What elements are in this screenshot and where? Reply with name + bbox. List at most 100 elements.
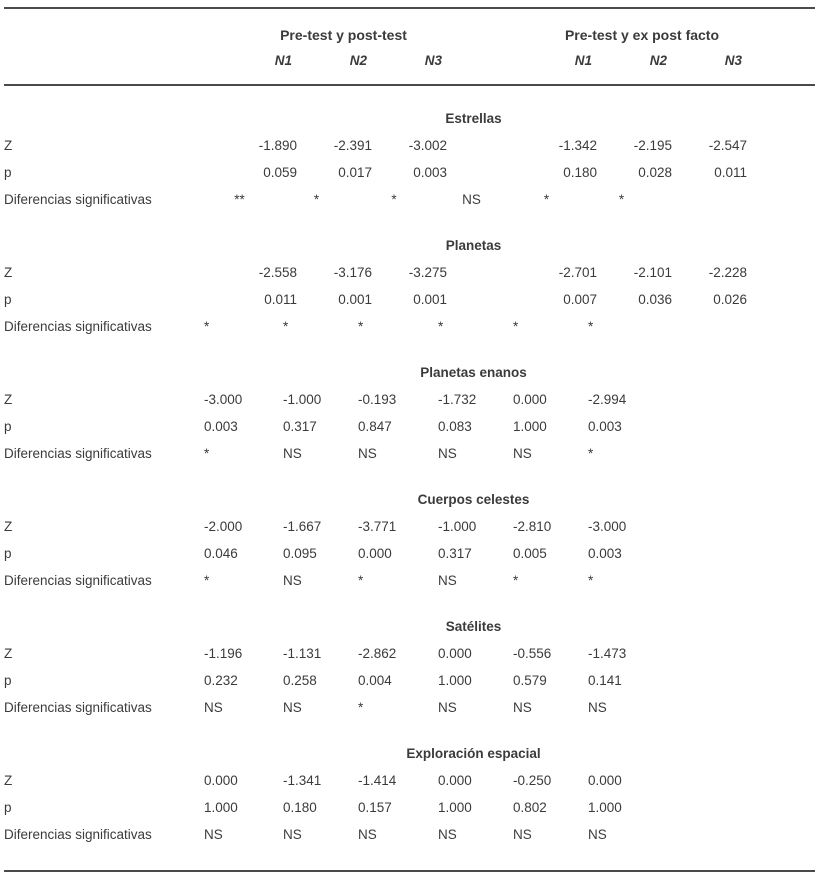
p-value: 0.003 <box>413 165 447 180</box>
z-value: -3.000 <box>588 519 627 534</box>
row-label: Z <box>4 519 13 534</box>
header-spacer <box>4 22 200 48</box>
significance-value: * <box>588 446 594 461</box>
p-value: 0.579 <box>513 673 547 688</box>
header-spacer <box>4 48 200 74</box>
significance-value: NS <box>283 700 302 715</box>
section-title: Planetas <box>445 238 502 253</box>
row-significance: Diferencias significativas ** * * NS * * <box>4 186 815 213</box>
p-value: 0.028 <box>638 165 672 180</box>
row-p: p 0.046 0.095 0.000 0.317 0.005 0.003 <box>4 540 815 567</box>
row-significance: Diferencias significativas NS NS NS NS NS NS <box>4 821 815 848</box>
p-value: 0.036 <box>638 292 672 307</box>
p-value: 0.083 <box>438 419 472 434</box>
z-value: -2.391 <box>333 138 372 153</box>
p-value: 0.003 <box>588 419 622 434</box>
z-value: -3.771 <box>358 519 397 534</box>
row-p: p 0.232 0.258 0.004 1.000 0.579 0.141 <box>4 667 815 694</box>
significance-value: NS <box>462 192 481 207</box>
p-value: 0.802 <box>513 800 547 815</box>
z-value: -1.000 <box>283 392 322 407</box>
header-group-row: Pre-test y post-test Pre-test y ex post … <box>4 22 815 48</box>
row-significance: Diferencias significativas * NS * NS * * <box>4 567 815 594</box>
row-z: Z -2.000 -1.667 -3.771 -1.000 -2.810 -3.000 <box>4 513 815 540</box>
z-value: -1.131 <box>283 646 322 661</box>
z-value: -3.275 <box>408 265 447 280</box>
row-label: p <box>4 546 12 561</box>
p-value: 0.003 <box>588 546 622 561</box>
p-value: 0.317 <box>438 546 472 561</box>
z-value: -3.002 <box>408 138 447 153</box>
p-value: 0.011 <box>714 165 747 180</box>
p-value: 0.003 <box>204 419 238 434</box>
significance-value: * <box>204 319 210 334</box>
section-title-row: Estrellas <box>4 86 815 132</box>
row-label-spacer <box>4 741 200 767</box>
z-value: -0.250 <box>513 773 552 788</box>
significance-value: NS <box>513 827 532 842</box>
p-value: 0.258 <box>283 673 317 688</box>
row-label-spacer <box>4 233 200 259</box>
z-value: -2.000 <box>204 519 243 534</box>
row-label: Z <box>4 392 13 407</box>
significance-value: * <box>358 700 364 715</box>
row-z: Z -1.890 -2.391 -3.002 -1.342 -2.195 -2.547 <box>4 132 815 159</box>
p-value: 0.180 <box>283 800 317 815</box>
column-header-n2: N2 <box>649 53 667 68</box>
z-value: -2.547 <box>708 138 747 153</box>
header-subcolumn-row: N1 N2 N3 N1 N2 N3 <box>4 48 815 74</box>
p-value: 0.317 <box>283 419 317 434</box>
z-value: -1.667 <box>283 519 322 534</box>
column-header-n1: N1 <box>274 53 292 68</box>
p-value: 1.000 <box>513 419 547 434</box>
p-value: 0.005 <box>513 546 547 561</box>
z-value: 0.000 <box>438 646 472 661</box>
p-value: 0.026 <box>713 292 747 307</box>
column-header-n3: N3 <box>424 53 442 68</box>
p-value: 0.000 <box>358 546 392 561</box>
row-label: Diferencias significativas <box>4 192 152 207</box>
row-significance: Diferencias significativas NS NS * NS NS NS <box>4 694 815 721</box>
section-title: Satélites <box>445 619 502 634</box>
row-p: p 0.011 0.001 0.001 0.007 0.036 0.026 <box>4 286 815 313</box>
z-value: -0.556 <box>513 646 552 661</box>
z-value: -2.195 <box>633 138 672 153</box>
table-body: Estrellas Z -1.890 -2.391 -3.002 -1.342 -2.195… <box>4 86 815 848</box>
bottom-rule <box>4 870 815 872</box>
z-value: -1.890 <box>258 138 297 153</box>
statistics-table: Pre-test y post-test Pre-test y ex post … <box>4 0 815 872</box>
significance-value: * <box>588 319 594 334</box>
row-label: Z <box>4 646 13 661</box>
z-value: -1.000 <box>438 519 477 534</box>
row-label-spacer <box>4 487 200 513</box>
p-value: 0.001 <box>413 292 447 307</box>
significance-value: NS <box>438 573 457 588</box>
row-p: p 0.059 0.017 0.003 0.180 0.028 0.011 <box>4 159 815 186</box>
p-value: 0.001 <box>338 292 372 307</box>
significance-value: * <box>283 319 289 334</box>
significance-value: * <box>588 573 594 588</box>
significance-value: NS <box>438 700 457 715</box>
column-header-n2: N2 <box>349 53 367 68</box>
significance-value: * <box>204 446 210 461</box>
significance-value: * <box>543 192 550 207</box>
p-value: 0.157 <box>358 800 392 815</box>
z-value: -2.994 <box>588 392 627 407</box>
p-value: 0.046 <box>204 546 238 561</box>
row-label: Z <box>4 773 13 788</box>
row-z: Z -3.000 -1.000 -0.193 -1.732 0.000 -2.994 <box>4 386 815 413</box>
row-label: p <box>4 419 12 434</box>
row-label-spacer <box>4 106 200 132</box>
p-value: 0.232 <box>204 673 238 688</box>
z-value: -2.228 <box>708 265 747 280</box>
row-z: Z -1.196 -1.131 -2.862 0.000 -0.556 -1.473 <box>4 640 815 667</box>
p-value: 0.059 <box>263 165 297 180</box>
p-value: 0.141 <box>588 673 622 688</box>
section-title-row: Planetas <box>4 213 815 259</box>
z-value: -1.342 <box>558 138 597 153</box>
significance-value: * <box>513 319 519 334</box>
p-value: 1.000 <box>438 673 472 688</box>
footer-spacer <box>4 848 815 870</box>
z-value: -3.000 <box>204 392 243 407</box>
p-value: 0.011 <box>264 292 297 307</box>
